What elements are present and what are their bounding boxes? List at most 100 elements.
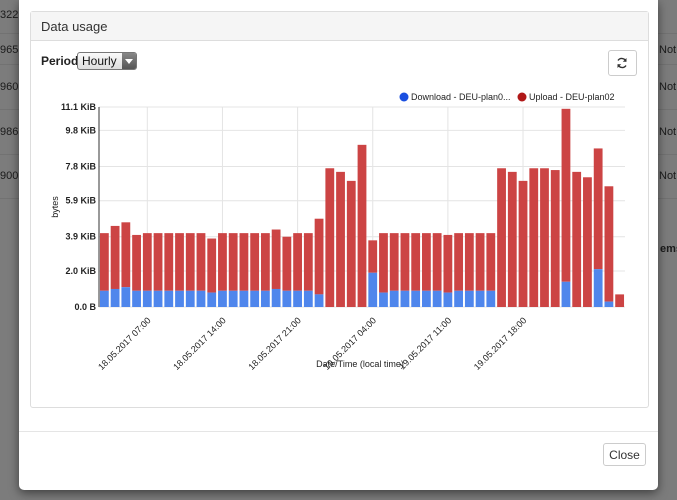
- bar-download: [185, 290, 195, 307]
- bar-download: [604, 301, 614, 307]
- y-tick-label: 7.8 KiB: [65, 161, 96, 171]
- bar-upload: [411, 233, 421, 291]
- background-cell: 322: [0, 9, 19, 21]
- bar-download: [218, 290, 227, 307]
- bar-upload: [368, 240, 378, 273]
- bar-upload: [196, 233, 206, 291]
- bar-download: [282, 290, 292, 307]
- bar-upload: [486, 233, 496, 291]
- bar-download: [239, 290, 249, 307]
- bar-upload: [400, 233, 410, 291]
- background-cell: 965: [0, 44, 19, 56]
- panel-header: Data usage: [31, 12, 648, 41]
- bar-upload: [110, 225, 120, 289]
- bar-download: [196, 290, 206, 307]
- x-tick-label: 18.05.2017 07:00: [96, 315, 153, 372]
- bar-download: [175, 290, 184, 307]
- period-select-value: Hourly: [82, 54, 117, 68]
- bar-upload: [464, 233, 474, 291]
- close-button[interactable]: Close: [603, 443, 646, 466]
- bar-upload: [497, 168, 506, 307]
- data-usage-chart: 0.0 B 2.0 KiB 3.9 KiB 5.9 KiB 7.8 KiB 9.8 KiB…: [50, 92, 625, 372]
- bar-download: [561, 281, 571, 307]
- background-cell: Not: [659, 170, 677, 182]
- bar-upload: [507, 171, 517, 307]
- background-cell: 986: [0, 126, 19, 138]
- y-tick-label: 0.0 B: [74, 302, 96, 312]
- x-tick-label: 18.05.2017 14:00: [171, 315, 228, 372]
- y-tick-label: 11.1 KiB: [61, 102, 97, 112]
- bar-upload: [121, 222, 131, 288]
- chevron-down-icon: [122, 53, 136, 69]
- bar-upload: [271, 229, 281, 289]
- bar-download: [260, 290, 270, 307]
- bar-download: [464, 290, 474, 307]
- bar-upload: [164, 233, 174, 291]
- bar-upload: [443, 234, 453, 293]
- bar-download: [314, 294, 324, 307]
- modal-footer-divider: [19, 431, 658, 432]
- bar-upload: [228, 233, 238, 291]
- bar-upload: [572, 171, 582, 307]
- bar-download: [368, 272, 378, 307]
- bar-download: [422, 290, 431, 307]
- bar-upload: [218, 233, 227, 291]
- panel-title: Data usage: [41, 19, 108, 34]
- bar-upload: [185, 233, 195, 291]
- data-usage-panel: Data usage Period Hourly 0.0 B 2.0 KiB 3.9…: [30, 11, 649, 408]
- bar-upload: [175, 233, 184, 291]
- background-cell: Not: [659, 44, 677, 56]
- bar-download: [132, 290, 141, 307]
- bar-download: [486, 290, 496, 307]
- refresh-button[interactable]: [608, 50, 637, 76]
- y-tick-label: 5.9 KiB: [65, 196, 96, 206]
- bar-upload: [239, 233, 249, 291]
- period-label: Period: [41, 54, 79, 68]
- x-axis-title: Date/Time (local time): [316, 359, 404, 369]
- background-cell: Not: [659, 126, 677, 138]
- legend-marker-download: [399, 92, 409, 102]
- legend-label-download: Download - DEU-plan0...: [411, 92, 511, 102]
- bar-upload: [454, 233, 464, 291]
- bar-upload: [346, 180, 356, 307]
- bar-upload: [325, 168, 335, 307]
- bar-upload: [540, 168, 549, 307]
- bar-download: [454, 290, 464, 307]
- bar-upload: [604, 186, 614, 302]
- legend-label-upload: Upload - DEU-plan02: [529, 92, 615, 102]
- bar-upload: [550, 170, 560, 307]
- bar-upload: [615, 294, 625, 307]
- bar-upload: [282, 236, 292, 291]
- bar-download: [250, 290, 260, 307]
- bar-download: [121, 287, 131, 307]
- refresh-icon: [617, 57, 627, 69]
- bar-download: [593, 269, 603, 307]
- data-usage-modal: Data usage Period Hourly 0.0 B 2.0 KiB 3.9…: [19, 0, 658, 490]
- background-text: ems: [660, 243, 677, 255]
- bar-upload: [336, 171, 345, 307]
- bar-download: [271, 288, 281, 307]
- period-select[interactable]: Hourly: [77, 52, 137, 70]
- bar-download: [475, 290, 485, 307]
- legend-marker-upload: [517, 92, 527, 102]
- bar-upload: [153, 233, 163, 291]
- bar-download: [153, 290, 163, 307]
- bar-upload: [529, 168, 539, 307]
- bar-upload: [422, 233, 431, 291]
- bar-download: [379, 292, 388, 307]
- bar-upload: [561, 108, 571, 282]
- bar-upload: [250, 233, 260, 291]
- bar-upload: [260, 233, 270, 291]
- bar-upload: [132, 234, 141, 291]
- bar-upload: [389, 233, 399, 291]
- bar-download: [99, 290, 109, 307]
- y-tick-label: 9.8 KiB: [65, 125, 96, 135]
- bar-upload: [207, 238, 217, 293]
- background-cell: Not: [659, 81, 677, 93]
- y-tick-label: 3.9 KiB: [65, 232, 96, 242]
- background-cell: 900: [0, 170, 19, 182]
- bar-download: [110, 288, 120, 307]
- background-cell: 960: [0, 81, 19, 93]
- bar-download: [389, 290, 399, 307]
- bar-download: [207, 292, 217, 307]
